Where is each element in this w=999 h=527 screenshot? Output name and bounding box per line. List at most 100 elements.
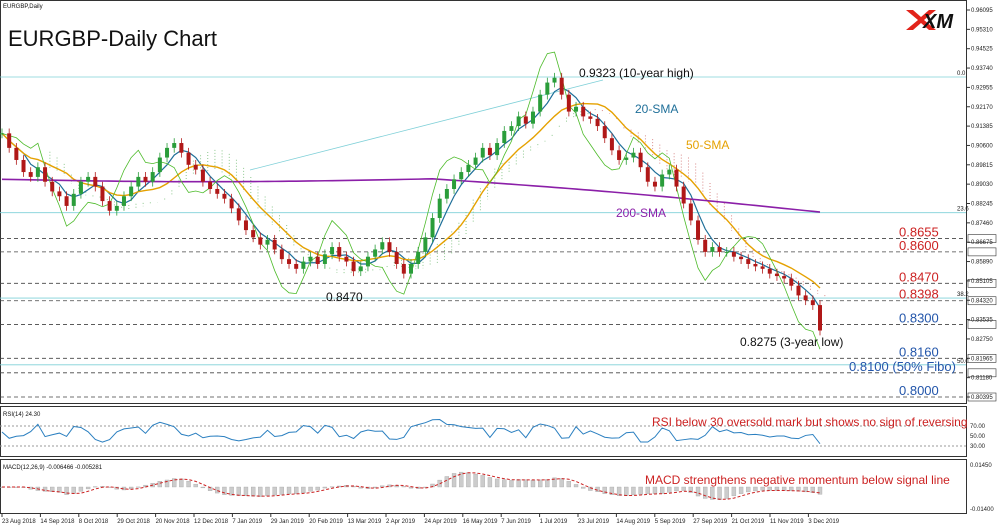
candle-body <box>789 278 794 286</box>
candle-body <box>566 94 571 112</box>
macd-bar <box>136 486 141 488</box>
candle-body <box>272 239 277 250</box>
candle-body <box>423 237 428 252</box>
macd-bar <box>695 486 701 497</box>
candle-body <box>523 116 528 124</box>
macd-bar <box>566 481 572 488</box>
macd-bar <box>602 486 607 494</box>
macd-bar <box>516 479 521 488</box>
macd-bar <box>372 486 378 489</box>
macd-bar <box>509 480 514 488</box>
date-tick-label: 2 Apr 2019 <box>386 519 416 525</box>
macd-bar <box>236 486 241 496</box>
macd-bar <box>57 486 62 493</box>
macd-bar <box>42 486 48 492</box>
macd-bar <box>258 486 263 497</box>
candle-body <box>401 263 406 274</box>
macd-bar <box>581 486 586 489</box>
macd-bar <box>530 480 536 488</box>
candle-body <box>200 169 205 182</box>
date-tick-label: 13 Mar 2019 <box>348 519 382 525</box>
candle-body <box>645 167 650 182</box>
candle-body <box>365 256 370 267</box>
macd-bar <box>272 486 277 496</box>
candle-body <box>28 172 33 177</box>
candle-body <box>114 205 119 211</box>
macd-tick-top: 0.01450 <box>970 463 992 469</box>
candle-body <box>602 126 607 139</box>
candle-body <box>796 285 801 296</box>
candle-body <box>552 77 557 83</box>
macd-signal-line <box>2 472 821 500</box>
candle-body <box>724 251 729 253</box>
candle-body <box>617 150 622 160</box>
macd-bar <box>193 483 198 488</box>
macd-bar <box>301 486 306 494</box>
candle-body <box>0 133 4 135</box>
price-tick-label: 0.85105 <box>971 279 993 285</box>
candle-body <box>351 261 356 272</box>
price-tick-label: 0.92955 <box>971 85 993 91</box>
price-tick-label: 0.82750 <box>971 337 993 343</box>
candle-body <box>774 273 779 277</box>
low-annotation: 0.8275 (3-year low) <box>740 335 843 349</box>
macd-bar <box>652 486 658 494</box>
sma20-label: 20-SMA <box>635 102 678 116</box>
candle-body <box>21 159 26 173</box>
candle-body <box>279 249 284 260</box>
price-tick-label: 0.86675 <box>971 240 993 246</box>
level-label: 0.8300 <box>899 310 939 325</box>
macd-bar <box>645 486 650 494</box>
candle-body <box>574 106 579 112</box>
candle-body <box>818 305 822 331</box>
macd-note: MACD strengthens negative momentum below… <box>645 473 950 487</box>
candle-body <box>387 242 392 252</box>
price-tick-label: 0.87460 <box>971 221 993 227</box>
macd-bar <box>731 486 737 497</box>
candle-body <box>466 164 471 173</box>
macd-bar <box>609 486 615 495</box>
macd-bar <box>688 486 693 493</box>
macd-bar <box>186 480 191 488</box>
fib-label: 50.0 <box>957 359 969 365</box>
candle-body <box>660 174 665 187</box>
level-label: 0.8000 <box>899 383 939 398</box>
date-tick-label: 24 Apr 2019 <box>424 519 457 525</box>
macd-bar <box>487 477 493 488</box>
fib-trend-line <box>249 79 604 171</box>
macd-bar <box>674 486 679 492</box>
level-label: 0.8160 <box>899 344 939 359</box>
candle-body <box>308 256 313 262</box>
macd-bar <box>631 486 636 496</box>
price-tick-label: 0.93740 <box>971 66 993 72</box>
macd-bar <box>545 479 550 488</box>
macd-bar <box>767 486 772 491</box>
price-tick-label: 0.90600 <box>971 143 993 149</box>
rsi-line <box>1 419 821 445</box>
candle-body <box>294 263 299 269</box>
macd-bar <box>616 486 622 496</box>
candle-body <box>760 266 765 269</box>
candle-body <box>516 116 521 127</box>
candle-body <box>624 157 629 160</box>
candle-body <box>322 254 327 264</box>
price-tick-label: 0.94525 <box>971 47 993 53</box>
level-axis-tag <box>967 320 997 329</box>
candle-body <box>480 147 485 158</box>
price-tick-label: 0.85890 <box>971 260 993 266</box>
price-tick-label: 0.96095 <box>971 8 993 14</box>
price-tick-label: 0.84320 <box>971 298 993 304</box>
candle-body <box>373 249 378 257</box>
price-tick-label: 0.95310 <box>971 27 993 33</box>
candle-body <box>652 181 657 187</box>
candle-body <box>265 239 270 245</box>
date-tick-label: 7 Jan 2019 <box>232 519 262 525</box>
macd-bar <box>760 486 765 491</box>
candle-body <box>409 263 413 274</box>
macd-bar <box>129 486 134 490</box>
macd-bar <box>473 473 478 488</box>
candle-body <box>416 251 421 264</box>
macd-bar <box>172 478 177 488</box>
sma200-label: 200-SMA <box>616 206 666 220</box>
candle-body <box>337 247 342 257</box>
